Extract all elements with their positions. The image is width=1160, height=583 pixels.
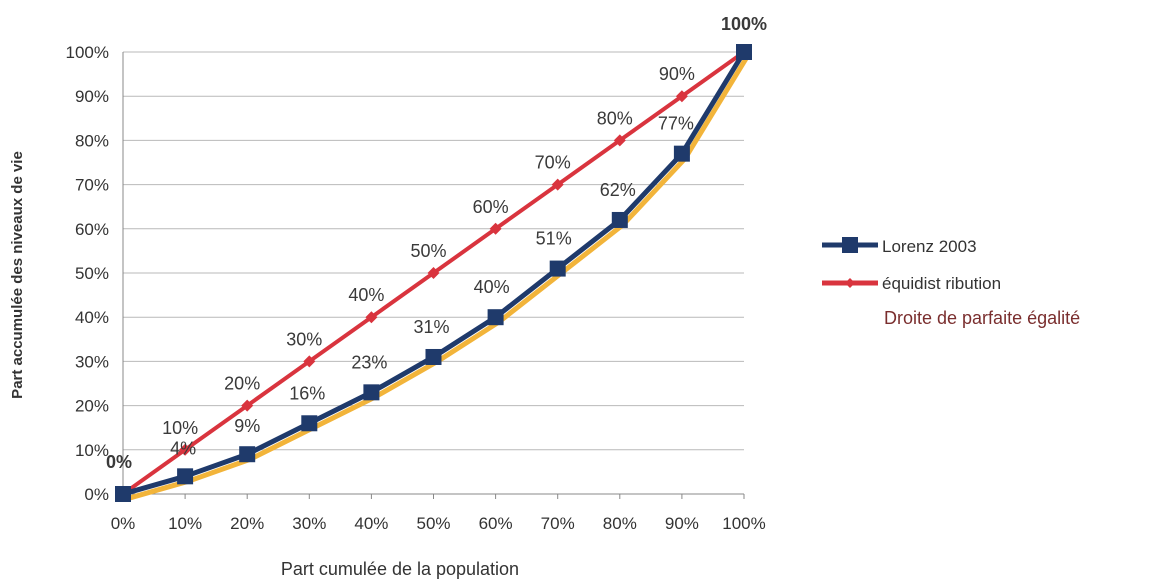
legend: Lorenz 2003 équidist ribution [822,237,1001,293]
lorenz-point [301,415,318,432]
equidistribution-point [551,178,564,191]
equidistribution-point [179,443,192,456]
x-tick-label: 80% [603,514,637,533]
lorenz-shadow-line [125,55,750,502]
equidistribution-point [365,311,378,324]
equidistribution-point [489,222,502,235]
legend-label-lorenz: Lorenz 2003 [882,237,977,256]
x-tick-label: 50% [416,514,450,533]
lorenz-point [673,145,690,162]
equidistribution-point [427,267,440,279]
equidistribution-data-label: 80% [597,108,633,128]
data-labels: 10% 20% 30% 40% 50% 60% 70% 80% 90% 0% 4% 9% 16% 23% 3… [106,14,767,472]
lorenz-point [549,260,566,277]
lorenz-point [177,468,194,485]
equidistribution-data-label: 60% [473,197,509,217]
equidistribution-point [241,399,254,412]
lorenz-data-label: 77% [658,114,694,134]
lorenz-data-label: 31% [413,317,449,337]
equidistribution-data-label: 70% [535,153,571,173]
lorenz-point [736,44,752,60]
x-tick-labels: 0% 10% 20% 30% 40% 50% 60% 70% 80% 90% 100% [111,514,766,533]
equidistribution-data-label: 90% [659,64,695,84]
legend-label-equidistribution: équidist ribution [882,274,1001,293]
lorenz-point [239,446,256,463]
legend-marker-lorenz [842,237,858,253]
lorenz-data-label: 40% [474,277,510,297]
x-tick-label: 90% [665,514,699,533]
x-tick-label: 100% [722,514,765,533]
y-tick-label: 90% [75,87,109,106]
legend-marker-equidistribution [845,278,855,288]
y-tick-label: 50% [75,264,109,283]
lorenz-data-label: 62% [600,180,636,200]
y-tick-label: 100% [66,43,109,62]
lorenz-data-label: 23% [351,352,387,372]
equidistribution-point [675,90,688,103]
x-axis-label: Part cumulée de la population [281,559,519,579]
y-tick-label: 10% [75,441,109,460]
annotation-perfect-equality: Droite de parfaite égalité [884,308,1080,328]
y-tick-label: 70% [75,176,109,195]
equidistribution-data-label: 30% [286,329,322,349]
y-tick-label: 0% [84,485,109,504]
equidistribution-data-label: 50% [410,241,446,261]
lorenz-data-label: 4% [170,438,196,458]
y-tick-label: 20% [75,397,109,416]
y-tick-label: 40% [75,308,109,327]
equidistribution-data-label: 40% [348,285,384,305]
y-tick-label: 30% [75,352,109,371]
x-tick-label: 0% [111,514,136,533]
x-tick-label: 40% [354,514,388,533]
lorenz-point [363,384,380,401]
series-lines [115,44,752,502]
legend-item-equidistribution: équidist ribution [822,274,1001,293]
x-tick-label: 30% [292,514,326,533]
lorenz-point [425,348,442,365]
lorenz-point [115,486,131,502]
lorenz-point [487,309,504,326]
lorenz-data-label: 16% [289,383,325,403]
legend-item-lorenz: Lorenz 2003 [822,237,977,256]
equidistribution-point [613,134,626,147]
lorenz-point [611,211,628,228]
equidistribution-data-label: 20% [224,374,260,394]
lorenz-data-label: 100% [721,14,767,34]
y-tick-label: 60% [75,220,109,239]
y-tick-labels: 0% 10% 20% 30% 40% 50% 60% 70% 80% 90% 100% [66,43,109,504]
x-tick-label: 60% [479,514,513,533]
y-axis-label: Part accumulée des niveaux de vie [9,151,26,399]
equidistribution-data-label: 10% [162,418,198,438]
x-tick-label: 10% [168,514,202,533]
equidistribution-point [303,355,316,368]
lorenz-data-label: 51% [536,229,572,249]
y-tick-label: 80% [75,131,109,150]
x-tick-label: 20% [230,514,264,533]
lorenz-data-label: 9% [234,416,260,436]
x-tick-label: 70% [541,514,575,533]
lorenz-data-label: 0% [106,452,132,472]
